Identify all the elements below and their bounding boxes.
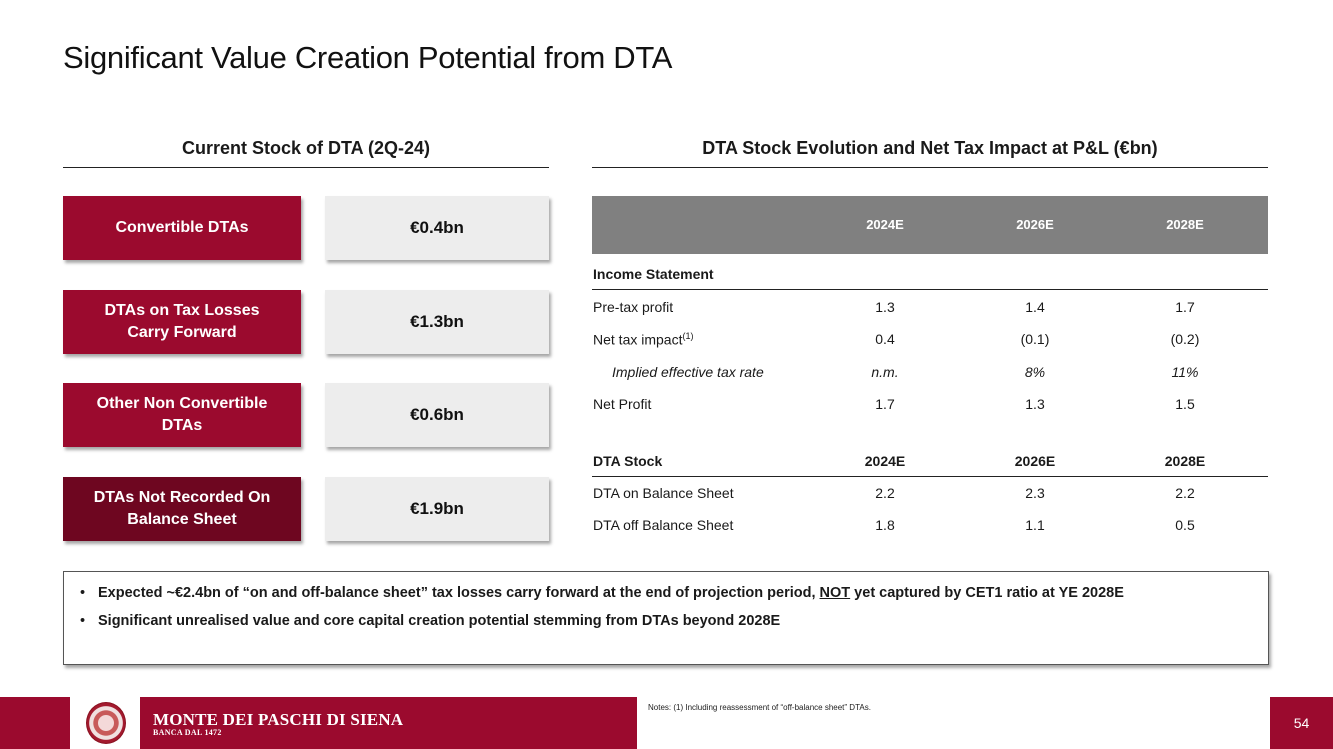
cell: 2024E xyxy=(864,453,906,469)
table-row: Net tax impact(1) 0.4 (0.1) (0.2) xyxy=(592,325,1268,355)
footnote: Notes: (1) Including reassessment of “of… xyxy=(648,703,871,712)
other-non-convertible-text: Other Non Convertible DTAs xyxy=(96,395,268,434)
row-label: Pre-tax profit xyxy=(593,299,674,315)
income-statement-heading-row: Income Statement xyxy=(592,260,1268,290)
cell: 2.2 xyxy=(875,485,895,501)
bullet1-post: yet captured by CET1 ratio at YE 2028E xyxy=(850,585,1124,601)
other-non-convertible-label: Other Non Convertible DTAs xyxy=(63,383,301,447)
cell: 1.3 xyxy=(875,299,895,315)
dta-stock-heading-row: DTA Stock 2024E 2026E 2028E xyxy=(592,447,1268,477)
cell: (0.2) xyxy=(1170,331,1200,347)
col-2028e: 2028E xyxy=(1166,217,1204,232)
table-row: DTA off Balance Sheet 1.8 1.1 0.5 xyxy=(592,511,1268,541)
convertible-dtas-value: €0.4bn xyxy=(325,196,549,260)
table-row: Implied effective tax rate n.m. 8% 11% xyxy=(592,358,1268,388)
cell: 1.4 xyxy=(1025,299,1045,315)
cell: (0.1) xyxy=(1020,331,1050,347)
not-recorded-text: DTAs Not Recorded On Balance Sheet xyxy=(93,489,271,528)
other-non-convertible-value: €0.6bn xyxy=(325,383,549,447)
footnote-ref: (1) xyxy=(682,331,694,341)
brand-name: MONTE DEI PASCHI DI SIENA xyxy=(153,710,404,729)
row-label: Net tax impact(1) xyxy=(593,331,693,348)
row-label: Implied effective tax rate xyxy=(612,364,764,380)
col-2024e: 2024E xyxy=(866,217,904,232)
cell: 1.7 xyxy=(875,396,895,412)
convertible-dtas-label: Convertible DTAs xyxy=(63,196,301,260)
bullet1-pre: Expected ~€2.4bn of “on and off-balance … xyxy=(98,585,820,601)
cell: n.m. xyxy=(871,364,899,380)
cell: 2.3 xyxy=(1025,485,1045,501)
dta-evolution-heading: DTA Stock Evolution and Net Tax Impact a… xyxy=(592,138,1268,168)
tax-losses-dtas-label: DTAs on Tax Losses Carry Forward xyxy=(63,290,301,354)
page-number: 54 xyxy=(1270,697,1333,749)
cell: 2.2 xyxy=(1175,485,1195,501)
brand-subtitle: BANCA DAL 1472 xyxy=(153,728,222,737)
cell: 0.5 xyxy=(1175,517,1195,533)
cell: 1.7 xyxy=(1175,299,1195,315)
table-row: DTA on Balance Sheet 2.2 2.3 2.2 xyxy=(592,479,1268,509)
not-recorded-value: €1.9bn xyxy=(325,477,549,541)
bullet1-emphasis: NOT xyxy=(819,585,851,601)
not-recorded-label: DTAs Not Recorded On Balance Sheet xyxy=(63,477,301,541)
col-2026e: 2026E xyxy=(1016,217,1054,232)
cell: 11% xyxy=(1171,364,1199,380)
page-title: Significant Value Creation Potential fro… xyxy=(63,40,673,75)
row-label-text: Net tax impact xyxy=(593,331,683,348)
takeaway-bullet-2: Significant unrealised value and core ca… xyxy=(80,610,1248,632)
table-row: Pre-tax profit 1.3 1.4 1.7 xyxy=(592,293,1268,323)
table-header: 2024E 2026E 2028E xyxy=(592,196,1268,254)
cell: 2026E xyxy=(1014,453,1056,469)
tax-losses-dtas-text: DTAs on Tax Losses Carry Forward xyxy=(104,302,260,341)
key-takeaways-callout: Expected ~€2.4bn of “on and off-balance … xyxy=(63,571,1269,665)
takeaway-bullet-1: Expected ~€2.4bn of “on and off-balance … xyxy=(80,582,1248,604)
dta-stock-heading: DTA Stock xyxy=(593,453,663,469)
row-label: DTA on Balance Sheet xyxy=(593,485,734,501)
row-label: Net Profit xyxy=(593,396,652,412)
current-stock-heading: Current Stock of DTA (2Q-24) xyxy=(63,138,549,168)
cell: 1.5 xyxy=(1175,396,1195,412)
income-statement-heading: Income Statement xyxy=(593,266,714,282)
cell: 1.3 xyxy=(1025,396,1045,412)
cell: 8% xyxy=(1024,364,1046,380)
table-row: Net Profit 1.7 1.3 1.5 xyxy=(592,390,1268,420)
row-label: DTA off Balance Sheet xyxy=(593,517,734,533)
cell: 1.8 xyxy=(875,517,895,533)
cell: 2028E xyxy=(1164,453,1206,469)
bank-seal-icon xyxy=(86,702,126,744)
cell: 0.4 xyxy=(875,331,895,347)
tax-losses-dtas-value: €1.3bn xyxy=(325,290,549,354)
cell: 1.1 xyxy=(1025,517,1045,533)
